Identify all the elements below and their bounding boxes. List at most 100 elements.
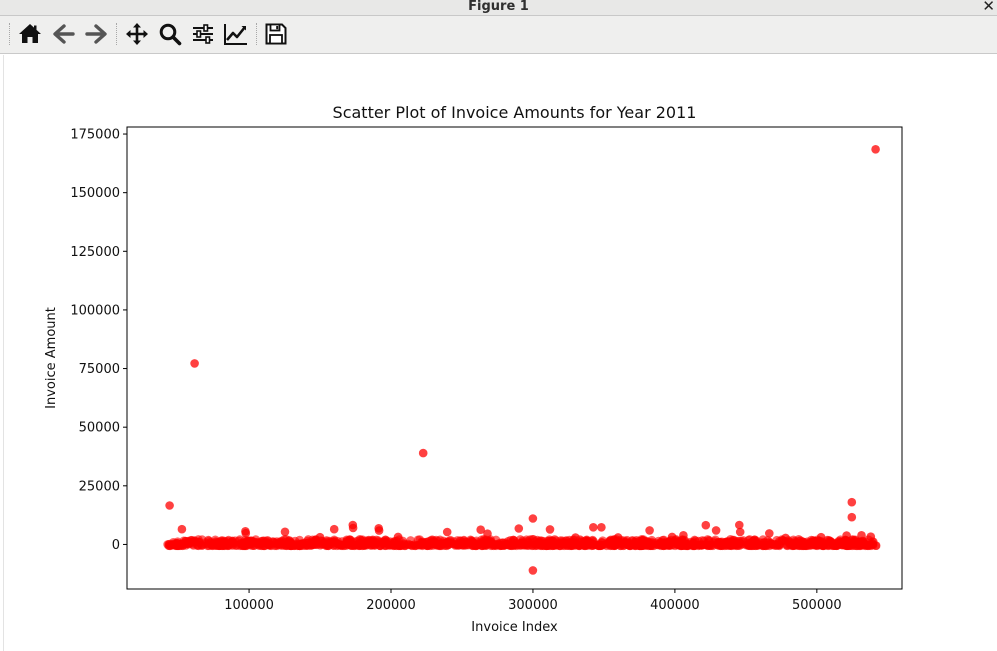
arrow-left-icon [53,24,75,44]
scatter-point [177,524,187,534]
scatter-point [613,533,623,542]
y-tick-label: 50000 [79,421,120,436]
scatter-point [165,501,174,510]
axes-frame [126,126,903,590]
forward-button[interactable] [83,21,109,47]
line-chart-icon [224,24,247,45]
scatter-point [765,529,774,538]
home-button[interactable] [17,21,43,47]
scatter-chart[interactable]: 100000 200000 300000 400000 500000 0 25000 500… [0,54,997,651]
scatter-point [528,514,538,523]
scatter-point [823,541,833,551]
scatter-point [766,538,775,548]
scatter-point [842,531,851,540]
scatter-point [368,535,378,545]
close-icon[interactable]: ✕ [982,0,995,15]
scatter-point [168,540,177,549]
scatter-point [483,529,492,538]
scatter-point [476,525,486,534]
window-title: Figure 1 [468,0,529,14]
y-tick-label: 125000 [70,245,120,260]
scatter-point [596,541,606,550]
scatter-point [329,524,339,534]
edit-axis-button[interactable] [223,21,249,47]
scatter-point [528,566,538,575]
y-tick-label: 0 [112,538,120,553]
scatter-point [619,541,628,551]
x-axis-ticks: 100000 200000 300000 400000 500000 [224,589,842,613]
scatter-point [686,537,695,547]
floppy-disk-icon [265,23,287,45]
scatter-point [374,526,384,535]
toolbar [0,16,997,54]
scatter-point [701,520,711,530]
y-tick-label: 150000 [70,186,120,201]
y-tick-label: 175000 [70,128,120,143]
toolbar-separator [116,23,117,45]
y-axis-ticks: 0 25000 50000 75000 100000 125000 150000 175000 [70,128,127,553]
scatter-point [348,523,358,533]
scatter-point [421,537,431,547]
scatter-point [308,538,317,548]
y-tick-label: 100000 [70,303,120,318]
scatter-point [447,539,457,548]
scatter-point [587,536,597,546]
scatter-point [757,541,767,550]
pan-button[interactable] [124,21,150,47]
back-button[interactable] [51,21,77,47]
scatter-point [381,535,390,545]
scatter-point [219,540,229,549]
scatter-point [545,525,555,534]
save-button[interactable] [263,21,289,47]
scatter-point [471,541,481,551]
scatter-point [816,532,826,542]
scatter-point [667,532,677,542]
scatter-point [847,497,857,507]
home-icon [19,24,41,43]
scatter-point [703,541,712,551]
x-tick-label: 100000 [224,598,274,613]
scatter-point [226,538,236,548]
scatter-point [711,526,721,535]
scatter-point [746,541,756,550]
scatter-point [739,539,748,549]
scatter-point [571,533,580,542]
scatter-point [716,541,726,550]
scatter-point [442,527,452,537]
y-axis-label: Invoice Amount [44,307,59,409]
scatter-point [315,532,325,542]
scatter-point [647,535,657,545]
arrow-right-icon [85,24,107,44]
scatter-point [455,539,464,549]
magnifier-icon [159,23,182,46]
configure-subplots-button[interactable] [190,21,216,47]
x-tick-label: 500000 [792,598,842,613]
scatter-point [514,524,524,533]
scatter-point [796,536,805,545]
scatter-point [543,539,552,548]
scatter-point [388,540,398,550]
scatter-point [645,526,654,535]
scatter-point [557,538,567,548]
scatter-point [781,533,790,543]
scatter-point [814,540,824,550]
scatter-point [639,535,648,544]
scatter-point [342,536,352,546]
toolbar-separator [9,23,10,45]
chart-title: Scatter Plot of Invoice Amounts for Year… [333,103,697,122]
scatter-point [866,532,876,541]
scatter-point [502,540,512,549]
scatter-point [362,536,371,545]
left-edge-strip [0,55,4,651]
scatter-point [241,528,251,538]
scatter-point [207,540,216,550]
scatter-point [189,541,198,550]
window-titlebar: Figure 1 ✕ [0,0,997,16]
scatter-point [281,537,291,547]
scatter-point [432,540,442,550]
x-tick-label: 300000 [508,598,558,613]
y-tick-label: 75000 [79,362,120,377]
points-layer [163,145,881,575]
scatter-point [589,523,598,532]
zoom-button[interactable] [157,21,183,47]
